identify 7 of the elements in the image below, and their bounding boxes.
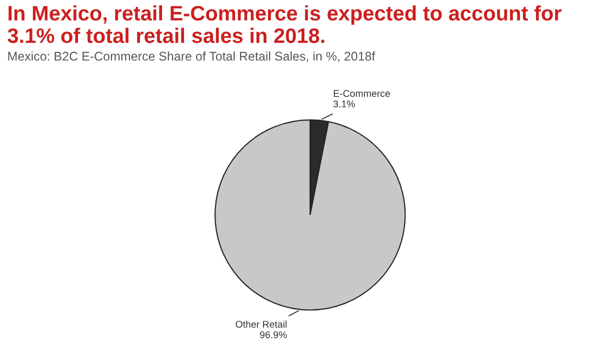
data-label: 3.1% [333,100,355,108]
slice-label: Other Retail [236,320,287,328]
data-label: 96.9% [260,331,287,338]
chart-subtitle: Mexico: B2C E-Commerce Share of Total Retail Sales, in %, 2018f [8,51,376,62]
slice-label: E-Commerce [334,90,390,97]
pie-slice [214,119,406,311]
chart-title: In Mexico, retail E-Commerce is expected to account for 3.1% of total retail sales in 2018. [8,5,562,44]
